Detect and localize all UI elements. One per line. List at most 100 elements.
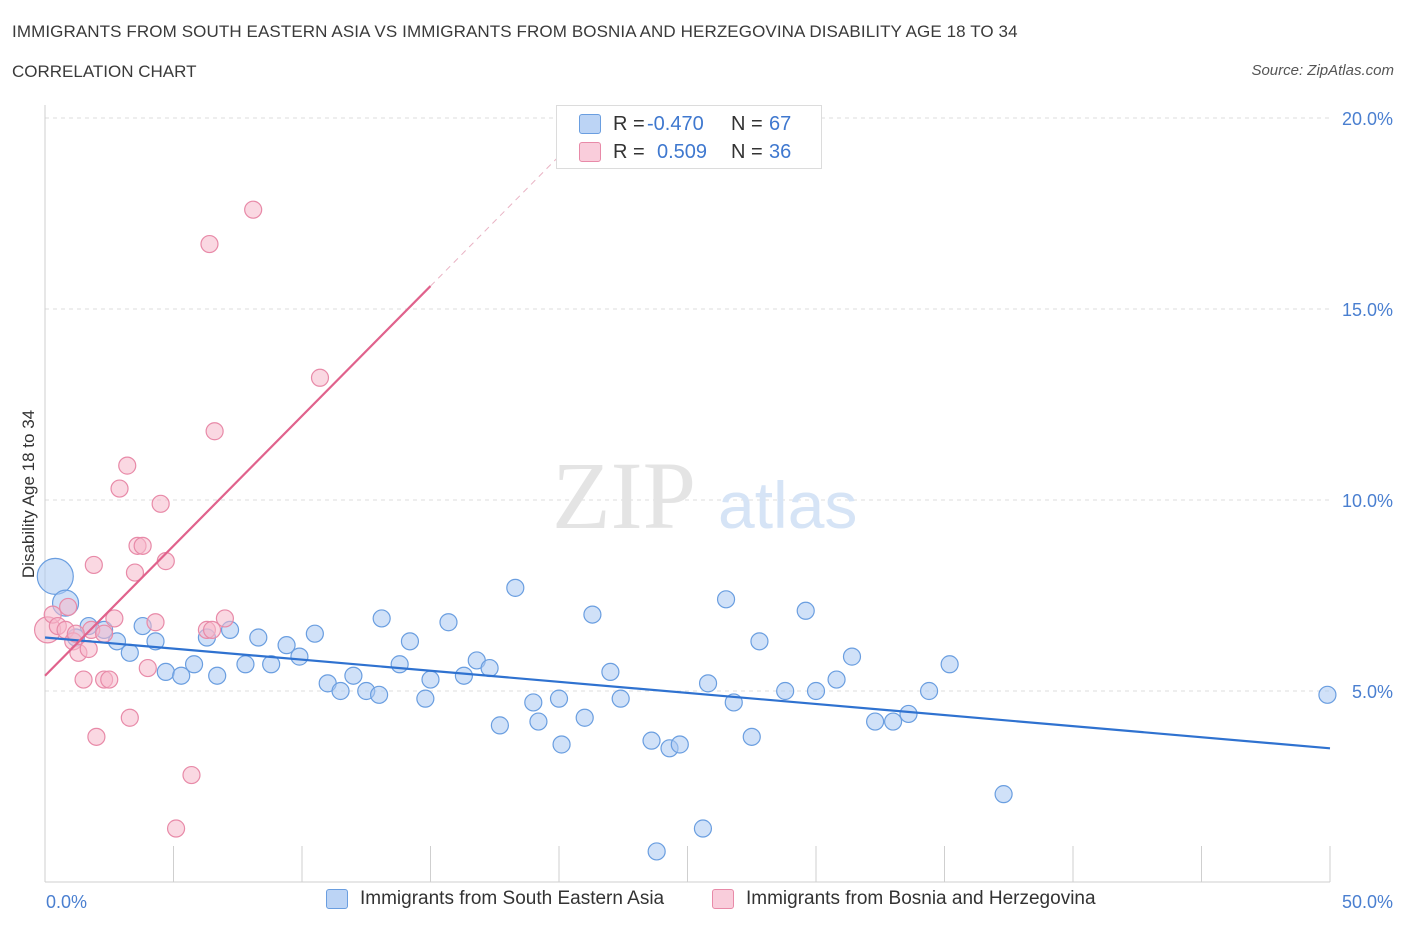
data-point-south-eastern-asia xyxy=(120,643,139,662)
trend-line-south-eastern-asia xyxy=(44,636,1331,750)
trend-line-bosnia-extension xyxy=(430,155,560,287)
data-point-south-eastern-asia xyxy=(796,601,815,620)
data-point-south-eastern-asia xyxy=(716,590,736,609)
data-point-south-eastern-asia xyxy=(899,704,918,724)
data-point-south-eastern-asia xyxy=(827,670,846,689)
trend-line-bosnia xyxy=(44,285,432,677)
pink-swatch xyxy=(579,142,601,162)
source-credit: Source: ZipAtlas.com xyxy=(1251,62,1394,79)
pink-swatch xyxy=(712,889,734,909)
watermark-zip: ZIP xyxy=(552,442,696,549)
data-point-south-eastern-asia xyxy=(601,662,620,682)
data-point-bosnia xyxy=(133,536,152,555)
n-value: 36 xyxy=(769,140,792,163)
y-tick-labels: 5.0% 10.0% 15.0% 20.0% xyxy=(1342,109,1393,702)
blue-swatch xyxy=(326,889,348,909)
data-point-south-eastern-asia xyxy=(421,670,440,689)
data-point-south-eastern-asia xyxy=(529,712,548,731)
data-point-south-eastern-asia xyxy=(277,636,296,655)
n-label: N = xyxy=(731,112,763,135)
data-point-south-eastern-asia xyxy=(416,689,435,708)
data-point-south-eastern-asia xyxy=(506,578,525,597)
data-point-bosnia xyxy=(205,422,224,441)
data-point-bosnia xyxy=(95,624,114,643)
r-label: R = xyxy=(613,140,645,163)
data-point-bosnia xyxy=(118,456,137,475)
data-point-south-eastern-asia xyxy=(883,712,903,731)
data-point-south-eastern-asia xyxy=(184,655,204,674)
y-tick-label: 20.0% xyxy=(1342,109,1393,129)
data-point-south-eastern-asia xyxy=(400,632,420,651)
data-point-south-eastern-asia xyxy=(172,666,191,685)
data-point-south-eastern-asia xyxy=(454,666,474,685)
y-tick-label: 5.0% xyxy=(1352,682,1393,702)
legend-item-bosnia[interactable]: Immigrants from Bosnia and Herzegovina xyxy=(712,888,1096,910)
data-point-south-eastern-asia xyxy=(331,681,350,701)
watermark: ZIP atlas xyxy=(552,442,857,549)
stats-row-blue: R = -0.470 N = 67 xyxy=(579,111,791,137)
data-point-bosnia xyxy=(74,670,93,689)
y-tick-label: 10.0% xyxy=(1342,491,1393,511)
data-point-south-eastern-asia xyxy=(156,662,175,682)
data-point-bosnia xyxy=(100,670,119,689)
data-point-south-eastern-asia xyxy=(439,613,458,632)
data-point-bosnia xyxy=(202,620,222,639)
stats-legend: R = -0.470 N = 67 R = 0.509 N = 36 xyxy=(556,105,822,169)
data-point-south-eastern-asia xyxy=(776,681,795,701)
data-point-south-eastern-asia xyxy=(940,655,959,674)
data-point-bosnia xyxy=(166,819,186,838)
chart-subtitle: CORRELATION CHART xyxy=(12,62,197,81)
data-point-south-eastern-asia xyxy=(549,689,569,708)
data-point-south-eastern-asia xyxy=(390,655,409,674)
data-point-bosnia xyxy=(59,597,78,617)
data-point-south-eastern-asia xyxy=(693,819,713,838)
data-point-bosnia xyxy=(244,200,263,219)
trend-lines xyxy=(44,155,1331,750)
data-point-bosnia xyxy=(125,563,145,582)
data-point-bosnia xyxy=(87,727,106,746)
data-point-bosnia xyxy=(110,479,129,498)
data-point-south-eastern-asia xyxy=(236,655,255,674)
data-point-bosnia xyxy=(105,609,124,628)
data-point-south-eastern-asia xyxy=(842,647,862,666)
legend-label: Immigrants from Bosnia and Herzegovina xyxy=(746,888,1096,909)
data-point-bosnia xyxy=(84,555,103,575)
data-point-south-eastern-asia xyxy=(208,666,227,685)
data-point-south-eastern-asia xyxy=(262,655,281,674)
data-point-bosnia xyxy=(66,624,85,643)
series-bosnia-points xyxy=(33,200,330,838)
data-point-south-eastern-asia xyxy=(583,605,602,624)
blue-swatch xyxy=(579,114,601,134)
data-point-south-eastern-asia xyxy=(750,632,769,651)
data-point-bosnia xyxy=(200,234,219,254)
data-point-south-eastern-asia xyxy=(806,681,826,701)
r-label: R = xyxy=(613,112,645,135)
data-point-south-eastern-asia xyxy=(866,712,885,731)
y-tick-label: 15.0% xyxy=(1342,300,1393,320)
data-point-south-eastern-asia xyxy=(1318,685,1337,704)
x-tick-labels: 0.0% 50.0% xyxy=(46,892,1393,912)
data-point-south-eastern-asia xyxy=(611,689,630,708)
series-legend: Immigrants from South Eastern Asia Immig… xyxy=(0,888,1406,916)
data-point-south-eastern-asia xyxy=(249,628,268,647)
n-value: 67 xyxy=(769,112,792,135)
data-point-bosnia xyxy=(146,613,165,632)
data-point-south-eastern-asia xyxy=(36,557,74,596)
data-point-south-eastern-asia xyxy=(480,658,499,678)
legend-item-south-eastern-asia[interactable]: Immigrants from South Eastern Asia xyxy=(326,888,664,910)
watermark-atlas: atlas xyxy=(718,468,857,542)
data-point-bosnia xyxy=(182,765,201,785)
data-point-south-eastern-asia xyxy=(552,735,571,754)
data-point-south-eastern-asia xyxy=(642,731,661,750)
y-axis-label: Disability Age 18 to 34 xyxy=(19,410,38,578)
grid-lines xyxy=(45,117,1330,692)
data-point-south-eastern-asia xyxy=(994,785,1013,804)
data-point-bosnia xyxy=(120,708,139,727)
r-value: 0.509 xyxy=(657,140,708,163)
data-point-bosnia xyxy=(215,609,234,628)
data-point-bosnia xyxy=(151,494,170,513)
data-point-south-eastern-asia xyxy=(344,666,363,685)
data-point-south-eastern-asia xyxy=(490,716,509,735)
n-label: N = xyxy=(731,140,763,163)
data-point-south-eastern-asia xyxy=(742,727,761,746)
